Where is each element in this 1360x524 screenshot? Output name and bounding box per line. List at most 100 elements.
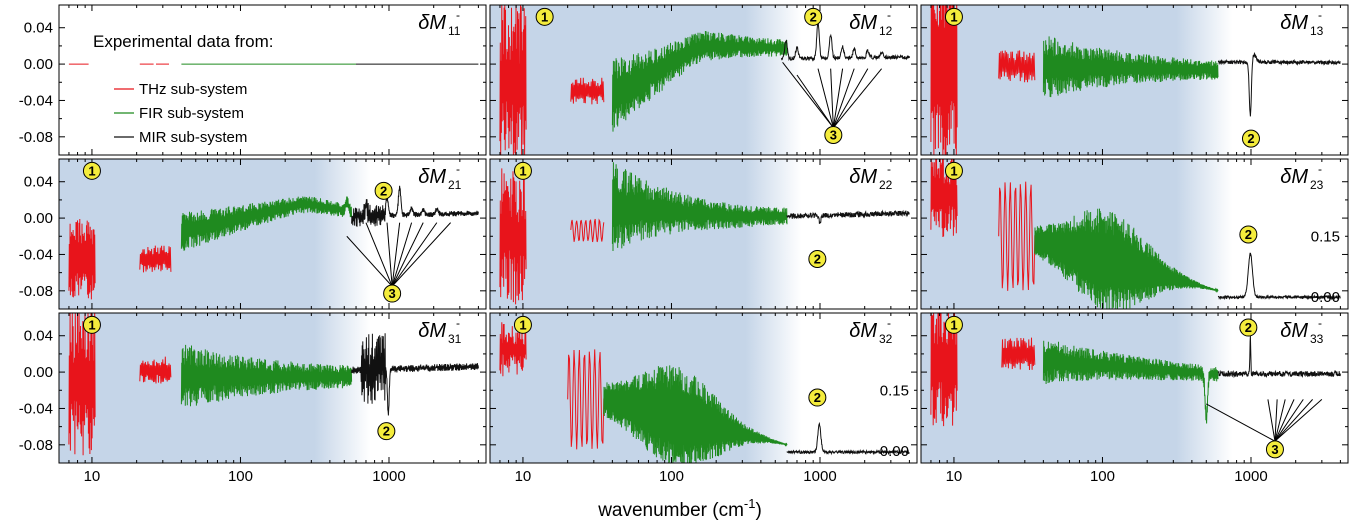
mir-series xyxy=(786,421,910,456)
shaded-region xyxy=(921,313,1233,463)
legend-label: FIR sub-system xyxy=(139,105,244,122)
panel-title-superscript: - xyxy=(1318,8,1322,22)
panel-title-superscript: - xyxy=(456,316,460,330)
panel-dm13: δM - 13 1 2 xyxy=(920,4,1349,156)
panel-dm33: δM - 33 1 2 3 xyxy=(920,312,1349,464)
peak-lines xyxy=(1206,398,1323,442)
y-tick-label: 0.00 xyxy=(24,56,53,73)
thz-series xyxy=(499,5,527,155)
thz-series xyxy=(499,168,527,305)
marker-1: 1 xyxy=(82,315,101,334)
fir-series xyxy=(180,196,353,251)
legend: Experimental data from: THz sub-system FIR… xyxy=(93,32,273,146)
right-y-tick-label: 0.15 xyxy=(1311,228,1340,245)
panel-title-subscript: 32 xyxy=(879,332,893,346)
panel-dm23: δM - 23 0.15 0.00 1 2 xyxy=(920,158,1349,310)
svg-text:1: 1 xyxy=(950,163,957,178)
x-tick-label: 100 xyxy=(659,468,684,485)
panel-title-superscript: - xyxy=(887,162,891,176)
marker-3: 3 xyxy=(383,284,402,303)
thz-series xyxy=(570,218,605,243)
y-tick-label: -0.04 xyxy=(19,400,53,417)
panel-title: δM xyxy=(849,320,877,342)
svg-text:2: 2 xyxy=(1247,131,1254,146)
svg-text:1: 1 xyxy=(541,9,548,24)
svg-text:3: 3 xyxy=(1271,442,1278,457)
fir-series xyxy=(1042,340,1219,424)
peak-lines xyxy=(346,222,451,287)
marker-2: 2 xyxy=(1241,129,1260,148)
marker-1: 1 xyxy=(944,315,963,334)
panel-frame xyxy=(489,4,918,156)
panel-title: δM xyxy=(418,320,446,342)
panel-title-subscript: 22 xyxy=(879,178,893,192)
panel-frame xyxy=(58,4,487,156)
thz-series xyxy=(139,245,172,273)
thz-series xyxy=(930,313,958,427)
panel-frame xyxy=(920,312,1349,464)
y-tick-label: -0.08 xyxy=(19,129,53,146)
panel-title-subscript: 11 xyxy=(448,24,461,38)
panel-title-subscript: 33 xyxy=(1310,332,1324,346)
svg-text:2: 2 xyxy=(814,390,821,405)
marker-2: 2 xyxy=(804,7,823,26)
marker-2: 2 xyxy=(1239,318,1258,337)
y-tick-label: -0.08 xyxy=(19,437,53,454)
thz-series xyxy=(930,5,958,155)
thz-series xyxy=(570,77,605,105)
y-tick-label: 0.00 xyxy=(24,364,53,381)
series-group xyxy=(930,5,1341,155)
thz-series xyxy=(139,356,172,384)
thz-series xyxy=(68,218,96,300)
panel-title-superscript: - xyxy=(456,8,460,22)
right-y-tick-label: 0.00 xyxy=(880,443,909,460)
panel-dm32: δM - 32 0.15 0.00 1 2 xyxy=(489,312,918,464)
svg-text:1: 1 xyxy=(950,317,957,332)
marker-3: 3 xyxy=(1265,440,1284,459)
left-axis-layer: 0.04 0.00 -0.04 -0.08 0.04 0.00 -0.04 -0.08 0.04… xyxy=(19,20,53,454)
peak-lines xyxy=(782,61,883,129)
series-group xyxy=(499,5,910,155)
panel-title: δM xyxy=(418,166,446,188)
x-tick-label: 10 xyxy=(946,468,963,485)
fir-series xyxy=(1034,208,1219,309)
x-tick-label: 10 xyxy=(84,468,101,485)
panel-frame xyxy=(58,158,487,310)
panel-dm22: δM - 22 1 2 xyxy=(489,158,918,310)
x-tick-label: 1000 xyxy=(1234,468,1267,485)
thz-series xyxy=(68,313,96,456)
x-tick-label: 1000 xyxy=(803,468,836,485)
thz-series xyxy=(499,322,527,377)
marker-2: 2 xyxy=(374,181,393,200)
shaded-region xyxy=(490,159,802,309)
panel-title-superscript: - xyxy=(456,162,460,176)
fir-series xyxy=(180,344,353,407)
svg-text:1: 1 xyxy=(950,9,957,24)
x-axis-title-superscript: -1 xyxy=(744,496,756,511)
panel-title: δM xyxy=(418,12,446,34)
marker-1: 1 xyxy=(513,315,532,334)
mir-series xyxy=(351,333,479,416)
mir-series xyxy=(780,21,910,62)
fir-series xyxy=(603,365,788,463)
panel-title-superscript: - xyxy=(1318,316,1322,330)
series-group xyxy=(930,159,1341,309)
thz-series xyxy=(998,181,1036,291)
panel-frame xyxy=(920,4,1349,156)
fir-series xyxy=(1042,36,1219,98)
panel-title: δM xyxy=(1280,166,1308,188)
thz-series xyxy=(930,159,958,238)
panel-dm12: δM -121 23 xyxy=(489,4,918,156)
mir-series xyxy=(786,209,910,224)
panel-dm11: δM - 11 Experimental data from: THz sub-syst… xyxy=(58,4,487,156)
marker-1: 1 xyxy=(944,161,963,180)
svg-text:2: 2 xyxy=(383,424,390,439)
marker-3: 3 xyxy=(824,126,843,144)
marker-2: 2 xyxy=(1239,225,1258,244)
x-tick-label: 1000 xyxy=(372,468,405,485)
panel-title-subscript: 13 xyxy=(1310,24,1324,38)
series-group xyxy=(68,313,479,456)
